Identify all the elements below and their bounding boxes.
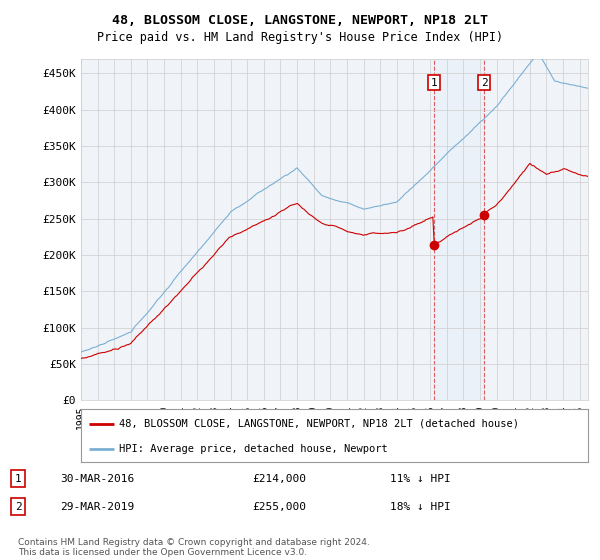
Text: 1: 1 — [14, 474, 22, 484]
Text: 2: 2 — [14, 502, 22, 512]
Bar — [434, 59, 484, 400]
Text: Price paid vs. HM Land Registry's House Price Index (HPI): Price paid vs. HM Land Registry's House … — [97, 31, 503, 44]
Text: 48, BLOSSOM CLOSE, LANGSTONE, NEWPORT, NP18 2LT: 48, BLOSSOM CLOSE, LANGSTONE, NEWPORT, N… — [112, 14, 488, 27]
Text: 11% ↓ HPI: 11% ↓ HPI — [390, 474, 451, 484]
Text: 30-MAR-2016: 30-MAR-2016 — [60, 474, 134, 484]
Text: 1: 1 — [431, 78, 437, 88]
Text: 2: 2 — [481, 78, 487, 88]
Text: 29-MAR-2019: 29-MAR-2019 — [60, 502, 134, 512]
Text: HPI: Average price, detached house, Newport: HPI: Average price, detached house, Newp… — [119, 444, 388, 454]
Text: £255,000: £255,000 — [252, 502, 306, 512]
Text: Contains HM Land Registry data © Crown copyright and database right 2024.
This d: Contains HM Land Registry data © Crown c… — [18, 538, 370, 557]
Text: 18% ↓ HPI: 18% ↓ HPI — [390, 502, 451, 512]
Text: 48, BLOSSOM CLOSE, LANGSTONE, NEWPORT, NP18 2LT (detached house): 48, BLOSSOM CLOSE, LANGSTONE, NEWPORT, N… — [119, 419, 519, 429]
Text: £214,000: £214,000 — [252, 474, 306, 484]
